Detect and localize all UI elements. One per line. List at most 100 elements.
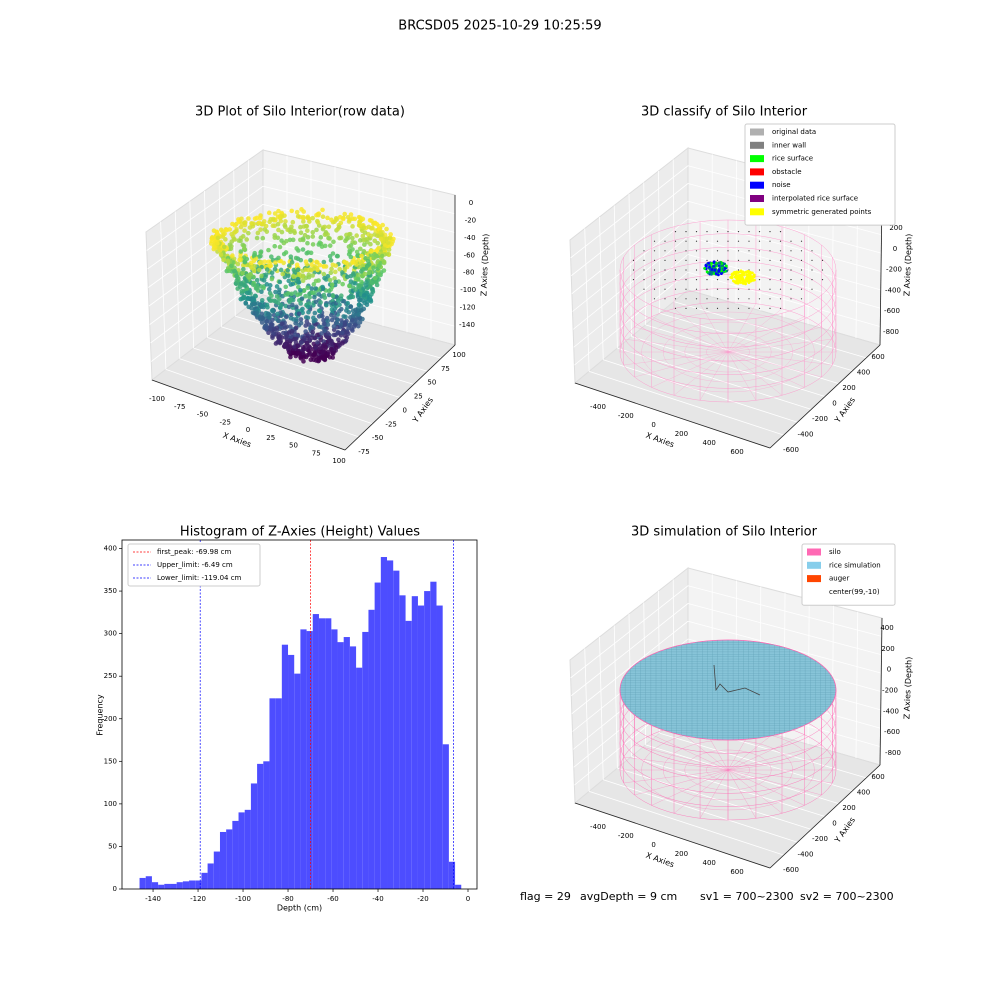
point [368,249,373,254]
pane-grid [165,368,359,438]
grid-point [632,269,635,271]
bar [294,673,301,889]
point [316,292,322,297]
y-tick-label: 200 [842,384,855,392]
y-tick-label: 25 [414,393,423,401]
grid-point [674,269,677,271]
point [335,324,340,330]
point [334,253,340,259]
grid-point [643,259,645,261]
grid-point [632,259,635,261]
point [729,275,733,279]
point [305,285,310,291]
axis-z [879,617,883,766]
silo-wire [699,303,729,353]
y-tick-label: 300 [104,630,117,638]
bar [337,642,344,889]
x-tick-label: 0 [651,841,655,849]
point [238,296,244,302]
point [337,342,342,348]
bar [189,880,196,889]
point [323,302,329,308]
grid-point [716,298,719,300]
point [331,239,336,245]
silo-wire [727,769,822,796]
z-tick-label: -120 [460,304,476,312]
grid-point [706,298,708,300]
point [712,261,716,264]
point [326,288,332,294]
point [235,261,241,267]
point [350,235,355,241]
x-tick-label: 75 [312,449,321,457]
point [310,290,316,296]
y-tick-label: 200 [842,804,855,812]
grid-point [811,259,813,261]
point [242,220,247,226]
legend-label: silo [829,548,841,556]
point [306,309,311,315]
point [320,284,325,290]
point [238,238,243,244]
point [305,228,310,233]
point [352,240,358,246]
grid-point [716,288,719,290]
point [378,230,383,235]
point [333,215,339,221]
point [276,255,281,261]
point [270,309,276,314]
grid-point [821,269,824,271]
x-tick-label: 400 [703,439,716,447]
point [311,282,317,287]
bar [244,809,251,889]
bar [417,605,425,889]
point [283,314,289,320]
grid-point [706,259,708,261]
point [254,310,260,315]
grid-point [748,307,750,309]
z-tick-label: -80 [463,269,474,277]
point [321,356,327,362]
grid-point [706,288,708,290]
legend-swatch [750,128,764,136]
pane-grid [179,358,373,425]
grid-point [737,231,740,233]
point [319,331,324,336]
point [279,229,285,235]
point [322,224,328,230]
legend-label: rice surface [772,155,813,163]
point [269,293,274,298]
bar [325,618,332,889]
bar [219,831,227,889]
panel-title: Histogram of Z-Axies (Height) Values [180,525,420,540]
point [736,281,740,285]
point [269,270,275,276]
grid-point [748,259,750,261]
point [293,325,299,331]
point [291,267,297,273]
point [215,235,221,241]
bar [318,618,326,889]
point [320,313,325,319]
point [251,296,256,301]
point [302,232,308,238]
point [225,258,231,264]
point [301,359,306,364]
point [301,288,307,294]
grid-point [727,307,729,309]
bar [226,829,233,889]
point [749,276,753,280]
point [327,254,333,259]
point [309,286,314,291]
y-tick-label: -600 [783,866,799,874]
point [237,257,242,263]
point [286,278,292,284]
grid-point [674,231,677,233]
grid-point [674,259,677,261]
grid-point [664,298,666,300]
point [215,231,220,237]
point [288,324,293,329]
x-tick-label: -200 [618,412,634,420]
silo-wire [727,351,805,388]
point [355,272,361,278]
